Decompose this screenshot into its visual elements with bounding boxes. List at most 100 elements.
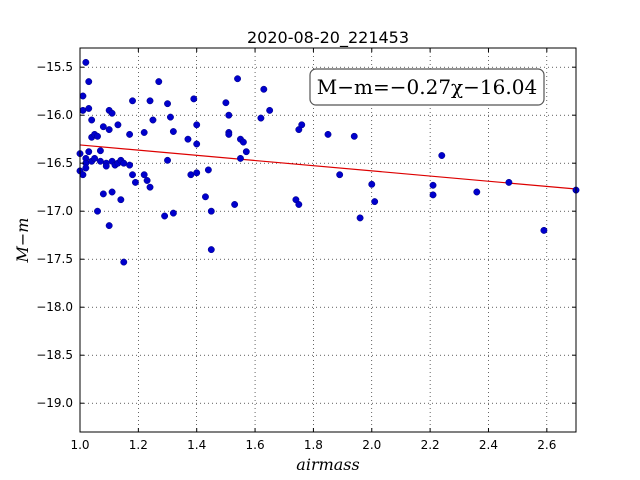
- data-point: [117, 196, 125, 204]
- x-tick-label: 1.8: [304, 438, 323, 452]
- data-point: [473, 188, 481, 196]
- data-point: [94, 132, 101, 140]
- data-point: [164, 100, 171, 108]
- data-point: [140, 171, 148, 179]
- data-point: [336, 171, 344, 179]
- data-point: [368, 180, 376, 188]
- data-point: [85, 78, 93, 86]
- fit-line: [79, 144, 577, 190]
- data-point: [120, 159, 128, 167]
- annotation-box: [309, 68, 545, 106]
- data-point: [120, 258, 128, 266]
- data-point: [91, 154, 99, 162]
- data-point: [155, 78, 163, 86]
- data-point: [350, 132, 358, 140]
- annotation-text: M−m=−0.27χ−16.04: [317, 75, 537, 99]
- data-point: [356, 214, 364, 222]
- plot-frame: [79, 47, 577, 433]
- data-point: [169, 209, 177, 217]
- data-point: [88, 116, 96, 124]
- data-point: [85, 148, 93, 156]
- data-point: [540, 226, 548, 234]
- data-point: [102, 162, 110, 170]
- data-point: [202, 193, 209, 201]
- data-point: [140, 129, 148, 136]
- data-point: [324, 130, 332, 138]
- data-point: [257, 114, 265, 122]
- data-point: [190, 95, 198, 103]
- data-point: [207, 246, 215, 254]
- y-tick-labels: −15.5 −16.0 −16.5 −17.0 −17.5 −18.0 −18.5 −19.0: [36, 60, 73, 410]
- data-point: [505, 178, 513, 186]
- tick-marks: [79, 48, 576, 432]
- data-point: [204, 166, 212, 174]
- data-point: [143, 177, 151, 184]
- chart-title: 2020-08-20_221453: [247, 28, 409, 48]
- data-point: [298, 121, 306, 129]
- data-point: [429, 181, 437, 189]
- data-point: [99, 123, 107, 131]
- x-axis-label: airmass: [296, 455, 359, 474]
- data-point: [166, 113, 174, 121]
- data-point: [96, 147, 104, 155]
- x-tick-label: 2.4: [479, 438, 498, 452]
- grid: [79, 48, 576, 432]
- data-point: [164, 156, 171, 164]
- data-point: [429, 191, 437, 199]
- data-points: [76, 58, 580, 266]
- x-tick-label: 1.4: [187, 438, 206, 452]
- data-point: [187, 171, 195, 179]
- data-point: [266, 106, 274, 114]
- data-point: [207, 207, 215, 215]
- data-point: [99, 190, 107, 198]
- data-point: [82, 58, 90, 66]
- data-point: [129, 97, 136, 105]
- data-point: [105, 126, 113, 134]
- data-point: [129, 171, 136, 179]
- data-point: [371, 198, 379, 206]
- data-point: [146, 97, 154, 105]
- data-point: [108, 109, 116, 117]
- y-tick-label: −16.5: [36, 156, 73, 170]
- data-point: [193, 169, 201, 177]
- data-point: [184, 135, 192, 143]
- data-point: [126, 161, 134, 169]
- data-point: [131, 178, 139, 186]
- y-tick-label: −15.5: [36, 60, 73, 74]
- y-axis-label: M−m: [13, 218, 32, 264]
- data-point: [242, 148, 250, 156]
- data-point: [169, 128, 177, 135]
- data-point: [79, 106, 87, 114]
- data-point: [146, 183, 154, 191]
- data-point: [234, 75, 242, 83]
- data-point: [126, 130, 134, 138]
- x-tick-label: 1.0: [70, 438, 89, 452]
- y-tick-label: −17.5: [36, 252, 73, 266]
- x-tick-label: 1.2: [129, 438, 148, 452]
- data-point: [295, 201, 303, 208]
- data-point: [231, 201, 239, 208]
- fit-annotation: M−m=−0.27χ−16.04: [309, 68, 545, 106]
- data-point: [79, 92, 87, 100]
- data-point: [114, 121, 122, 129]
- x-tick-label: 1.6: [246, 438, 265, 452]
- data-point: [82, 164, 90, 172]
- x-tick-label: 2.2: [421, 438, 440, 452]
- data-point: [149, 116, 157, 124]
- data-point: [96, 157, 104, 165]
- x-tick-label: 2.6: [537, 438, 556, 452]
- x-tick-labels: 1.0 1.2 1.4 1.6 1.8 2.0 2.2 2.4 2.6: [70, 438, 556, 452]
- data-point: [193, 140, 201, 148]
- data-point: [193, 121, 201, 129]
- y-tick-label: −19.0: [36, 396, 73, 410]
- data-point: [438, 152, 446, 159]
- data-point: [85, 105, 93, 112]
- y-tick-label: −17.0: [36, 204, 73, 218]
- data-point: [79, 171, 87, 179]
- y-tick-label: −16.0: [36, 108, 73, 122]
- data-point: [225, 111, 233, 119]
- y-tick-label: −18.0: [36, 300, 73, 314]
- data-point: [94, 207, 101, 215]
- data-point: [108, 188, 116, 196]
